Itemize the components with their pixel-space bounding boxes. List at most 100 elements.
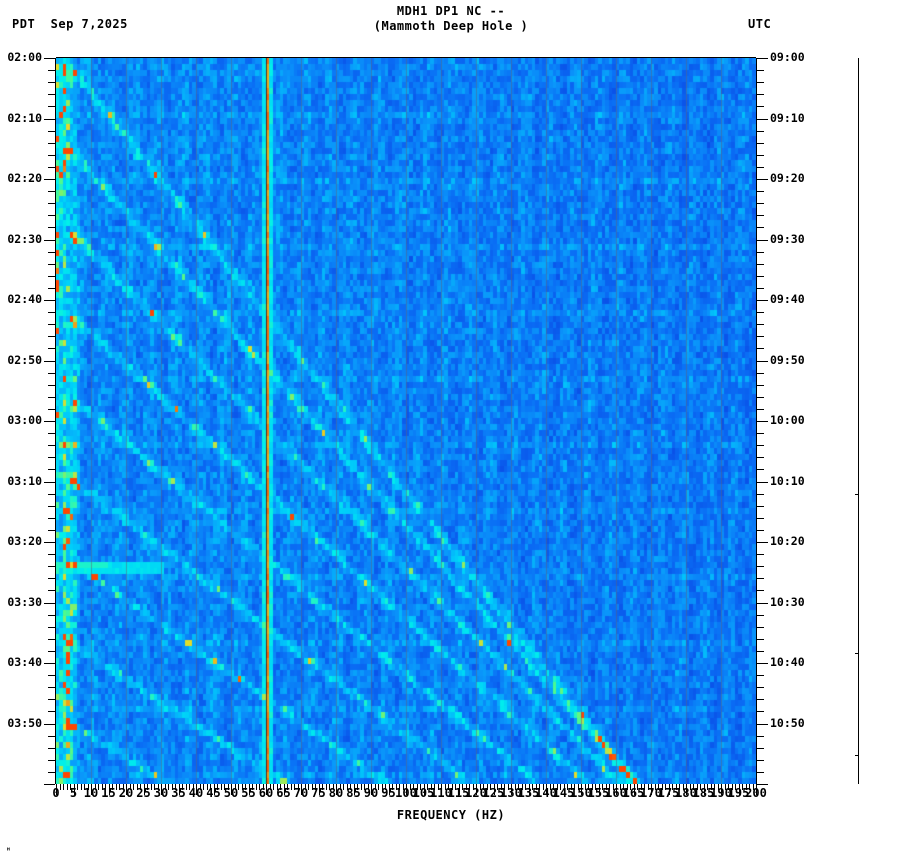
freq-minor-tick (742, 784, 743, 790)
freq-minor-tick (245, 784, 246, 790)
freq-tick-label: 195 (727, 786, 750, 800)
freq-minor-tick (378, 784, 379, 790)
freq-tick-label: 165 (622, 786, 645, 800)
freq-major-tick (441, 784, 442, 795)
left-minor-tick (48, 131, 55, 132)
freq-minor-tick (273, 784, 274, 790)
freq-tick-label: 45 (206, 786, 221, 800)
right-minor-tick (757, 445, 764, 446)
freq-tick-label: 115 (447, 786, 470, 800)
freq-minor-tick (259, 784, 260, 790)
freq-minor-tick (609, 784, 610, 790)
left-tick-label: 02:00 (7, 50, 42, 64)
header: PDT Sep 7,2025 MDH1 DP1 NC -- (Mammoth D… (0, 0, 902, 48)
freq-minor-tick (280, 784, 281, 790)
left-minor-tick (48, 252, 55, 253)
left-minor-tick (48, 687, 55, 688)
left-major-tick (44, 421, 55, 422)
freq-tick-label: 25 (136, 786, 151, 800)
freq-minor-tick (431, 784, 432, 790)
freq-tick-label: 100 (395, 786, 417, 800)
freq-minor-tick (469, 784, 470, 790)
freq-major-tick (336, 784, 337, 795)
right-major-tick (757, 784, 768, 785)
right-major-tick (757, 300, 768, 301)
freq-minor-tick (753, 784, 754, 790)
freq-tick-label: 135 (517, 786, 540, 800)
right-minor-tick (757, 651, 764, 652)
left-tick-label: 02:20 (7, 171, 42, 185)
freq-minor-tick (70, 784, 71, 790)
freq-minor-tick (375, 784, 376, 790)
right-minor-tick (757, 397, 764, 398)
freq-minor-tick (711, 784, 712, 790)
right-minor-tick (757, 578, 764, 579)
left-major-tick (44, 542, 55, 543)
freq-major-tick (91, 784, 92, 795)
spectrogram-plot[interactable] (56, 58, 756, 784)
right-tick-label: 09:40 (770, 292, 805, 306)
freq-tick-label: 75 (311, 786, 326, 800)
left-minor-tick (48, 324, 55, 325)
freq-minor-tick (490, 784, 491, 790)
left-minor-tick (48, 760, 55, 761)
right-minor-tick (757, 639, 764, 640)
left-major-tick (44, 663, 55, 664)
freq-major-tick (529, 784, 530, 795)
freq-major-tick (354, 784, 355, 795)
freq-minor-tick (553, 784, 554, 790)
freq-major-tick (126, 784, 127, 795)
freq-minor-tick (88, 784, 89, 790)
freq-major-tick (651, 784, 652, 795)
freq-minor-tick (326, 784, 327, 790)
freq-minor-tick (697, 784, 698, 790)
freq-minor-tick (403, 784, 404, 790)
freq-minor-tick (620, 784, 621, 790)
freq-minor-tick (165, 784, 166, 790)
freq-minor-tick (410, 784, 411, 790)
left-minor-tick (48, 336, 55, 337)
freq-minor-tick (466, 784, 467, 790)
freq-minor-tick (718, 784, 719, 790)
left-minor-tick (48, 106, 55, 107)
freq-tick-label: 5 (69, 786, 78, 800)
freq-minor-tick (417, 784, 418, 790)
freq-tick-label: 150 (570, 786, 592, 800)
freq-minor-tick (438, 784, 439, 790)
right-major-tick (757, 361, 768, 362)
freq-minor-tick (357, 784, 358, 790)
freq-minor-tick (522, 784, 523, 790)
header-date-timezone: PDT Sep 7,2025 (12, 17, 128, 31)
color-scale-axis (858, 58, 859, 784)
freq-minor-tick (560, 784, 561, 790)
freq-tick-label: 35 (171, 786, 186, 800)
freq-minor-tick (606, 784, 607, 790)
right-major-tick (757, 179, 768, 180)
right-minor-tick (757, 711, 764, 712)
freq-minor-tick (536, 784, 537, 790)
freq-minor-tick (322, 784, 323, 790)
right-minor-tick (757, 409, 764, 410)
freq-major-tick (284, 784, 285, 795)
left-minor-tick (48, 494, 55, 495)
page-subtitle: (Mammoth Deep Hole ) (373, 19, 529, 33)
freq-minor-tick (368, 784, 369, 790)
left-minor-tick (48, 227, 55, 228)
freq-minor-tick (676, 784, 677, 790)
freq-minor-tick (203, 784, 204, 790)
freq-minor-tick (158, 784, 159, 790)
freq-minor-tick (655, 784, 656, 790)
right-axis-spine (756, 58, 757, 784)
freq-minor-tick (84, 784, 85, 790)
right-major-tick (757, 663, 768, 664)
freq-minor-tick (189, 784, 190, 790)
freq-major-tick (704, 784, 705, 795)
freq-minor-tick (112, 784, 113, 790)
freq-minor-tick (315, 784, 316, 790)
left-major-tick (44, 784, 55, 785)
freq-minor-tick (298, 784, 299, 790)
freq-tick-label: 125 (482, 786, 505, 800)
freq-major-tick (686, 784, 687, 795)
left-minor-tick (48, 94, 55, 95)
header-utc-label: UTC (748, 17, 772, 31)
